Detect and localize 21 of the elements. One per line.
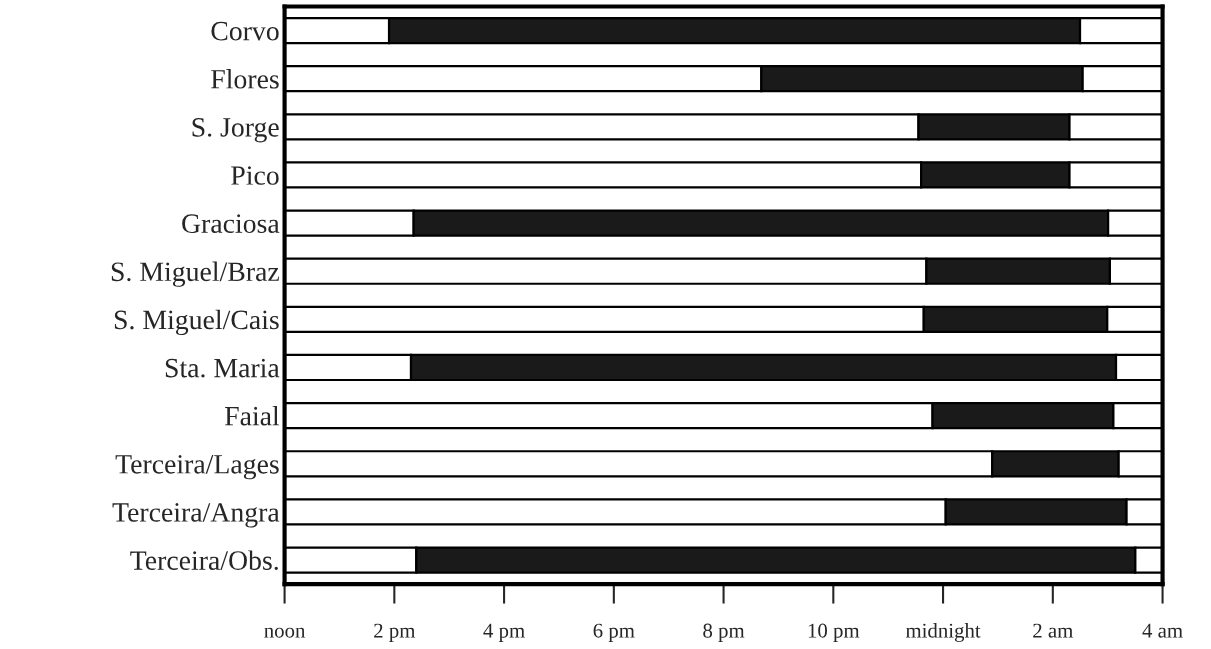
y-tick-label: Pico [231, 166, 279, 185]
y-tick-label: Corvo [211, 21, 279, 41]
text: 2 am [1033, 623, 1074, 638]
y-tick-label: Graciosa [182, 214, 280, 233]
text: 8 pm [703, 623, 745, 642]
y-tick-label: Flores [211, 69, 279, 89]
text: 2 pm [374, 623, 416, 642]
y-tick-label: Faial [224, 405, 280, 426]
y-tick-label: Terceira/Obs. [130, 550, 278, 571]
text: 4 pm [483, 623, 525, 642]
y-tick-label: Terceira/Lages [115, 454, 279, 480]
y-tick-label: S. Jorge [192, 118, 279, 143]
text: 10 pm [808, 623, 860, 642]
text: midnight [905, 622, 981, 642]
y-tick-label: S. Miguel/Cais [114, 309, 279, 335]
y-tick-label: Terceira/Angra [112, 503, 280, 528]
y-tick-label: Sta. Maria [165, 358, 280, 378]
text: noon [264, 627, 306, 638]
y-tick-label: S. Miguel/Braz [111, 261, 279, 287]
text: 6 pm [593, 623, 635, 642]
text: 4 am [1142, 623, 1183, 638]
